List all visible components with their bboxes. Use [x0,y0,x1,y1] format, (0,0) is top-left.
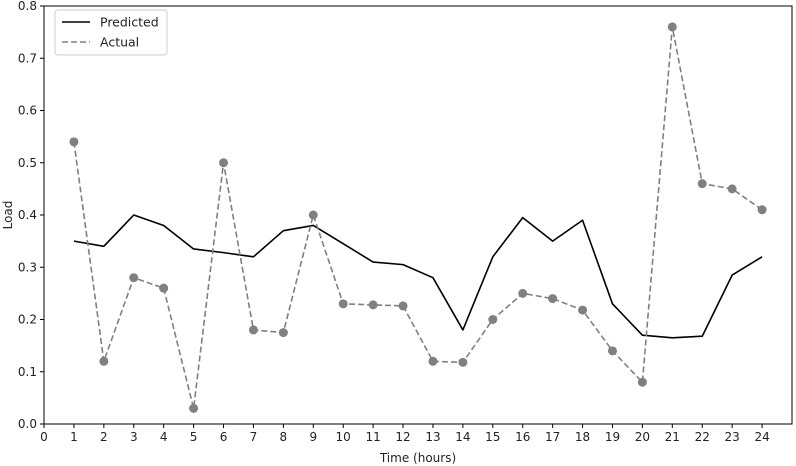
data-point-actual [578,305,588,315]
y-tick-label: 0.5 [18,156,37,170]
y-tick-label: 0.8 [18,0,37,13]
legend: Predicted Actual [54,9,168,56]
x-tick-label: 4 [160,430,168,444]
series-line-predicted [73,214,763,339]
x-tick-label: 21 [665,430,680,444]
legend-label-actual: Actual [100,35,139,50]
x-tick-label: 13 [425,430,440,444]
y-tick-label: 0.3 [18,260,37,274]
y-tick-label: 0.6 [18,104,37,118]
data-point-actual [637,377,647,387]
data-point-actual [398,301,408,311]
x-tick-label: 3 [130,430,138,444]
data-point-actual [189,403,199,413]
y-tick-label: 0.7 [18,51,37,65]
x-tick-label: 0 [40,430,48,444]
data-point-actual [248,325,258,335]
data-point-actual [129,273,139,283]
x-tick-label: 1 [70,430,78,444]
data-point-actual [338,299,348,309]
data-point-actual [159,283,169,293]
y-tick-label: 0.0 [18,417,37,431]
y-tick-label: 0.1 [18,365,37,379]
data-point-actual [428,356,438,366]
y-tick-label: 0.4 [18,208,37,222]
x-tick-label: 7 [250,430,258,444]
x-axis-label: Time (hours) [379,451,456,465]
data-point-actual [518,288,528,298]
x-tick-label: 19 [605,430,620,444]
data-point-actual [548,294,558,304]
legend-label-predicted: Predicted [100,15,159,30]
data-point-actual [99,356,109,366]
x-tick-label: 8 [280,430,288,444]
data-point-actual [368,300,378,310]
data-point-actual [607,346,617,356]
x-tick-label: 11 [365,430,380,444]
x-tick-label: 23 [725,430,740,444]
axes-layer: 0 1 2 3 4 5 6 7 8 9 10 11 12 13 14 15 16 17 18 19 20 21 22 23 24… [18,0,793,444]
series-layer [69,22,767,413]
x-tick-label: 9 [309,430,317,444]
data-point-actual [278,328,288,338]
x-tick-label: 2 [100,430,108,444]
x-tick-label: 16 [515,430,530,444]
x-tick-label: 12 [395,430,410,444]
x-tick-label: 6 [220,430,228,444]
x-tick-label: 5 [190,430,198,444]
data-point-actual [458,357,468,367]
x-tick-label: 10 [336,430,351,444]
data-point-actual [667,22,677,32]
x-tick-label: 24 [754,430,769,444]
data-point-actual [697,179,707,189]
data-point-actual [488,315,498,324]
x-tick-label: 14 [455,430,470,444]
data-point-actual [219,158,229,168]
y-tick-label: 0.2 [18,313,37,327]
data-point-actual [727,184,737,194]
x-tick-label: 22 [695,430,710,444]
y-axis-label: Load [1,201,15,230]
data-point-actual [757,205,767,215]
x-tick-label: 18 [575,430,590,444]
data-point-actual [308,210,318,220]
series-line-actual [73,26,763,410]
data-point-actual [69,137,79,147]
x-tick-label: 20 [635,430,650,444]
x-tick-label: 15 [485,430,500,444]
x-tick-label: 17 [545,430,560,444]
